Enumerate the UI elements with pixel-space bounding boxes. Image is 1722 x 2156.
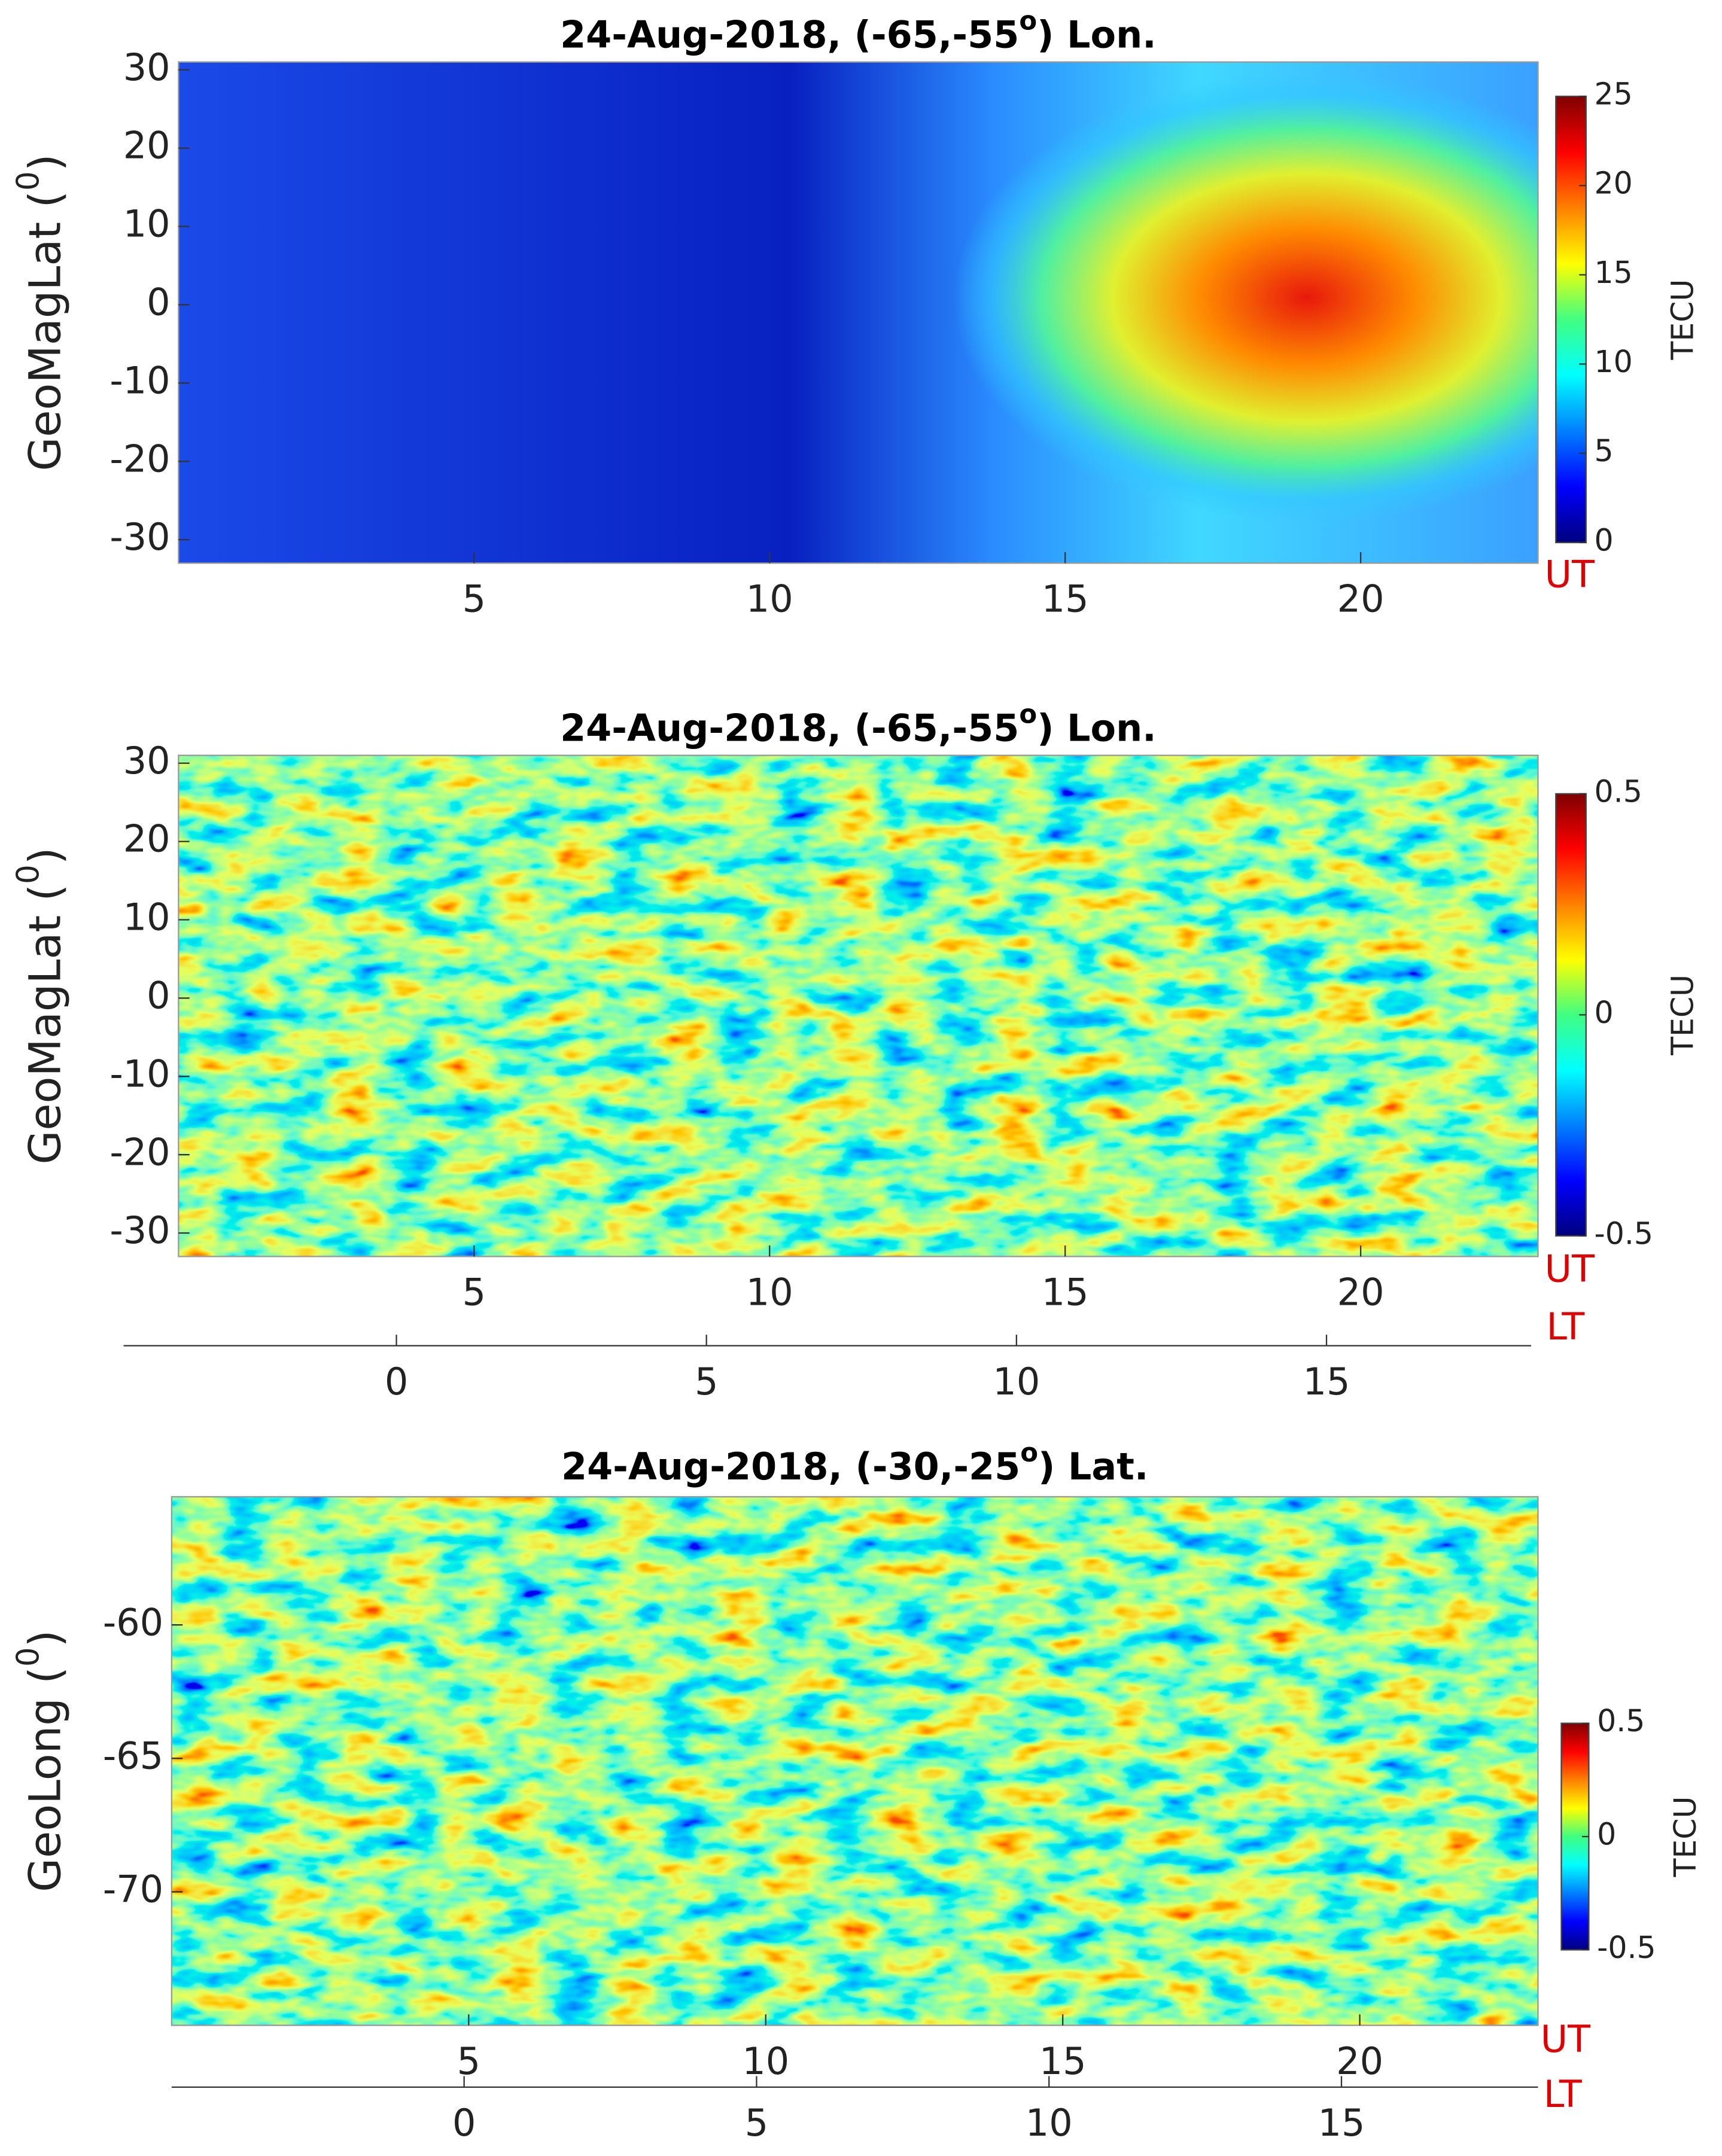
colorbar-tick-label: 0.5	[1595, 774, 1642, 809]
colorbar-label: TECU	[1665, 279, 1700, 361]
x-tick-label: 10	[742, 2039, 789, 2083]
lt-tick-label: 15	[1303, 1360, 1350, 1403]
y-tick-label: -10	[109, 1052, 170, 1095]
x-axis-label: UT	[1541, 2017, 1591, 2061]
colorbar-tick-label: 20	[1595, 166, 1633, 201]
y-tick-label: -60	[103, 1600, 163, 1644]
heatmap-field	[178, 755, 1538, 1257]
lt-axis-label: LT	[1546, 1305, 1585, 1348]
lt-tick-label: 10	[1026, 2101, 1073, 2145]
plot-frame	[178, 754, 1539, 1257]
colorbar-label: TECU	[1665, 975, 1700, 1056]
y-axis-label: GeoMagLat (0)	[10, 154, 71, 471]
colorbar-tick-label: 5	[1595, 433, 1614, 468]
y-tick-label: 20	[123, 124, 171, 168]
chart-title-part: ) Lon.	[1037, 706, 1157, 750]
y-axis-label-part: 0	[10, 171, 46, 191]
y-tick-label: -30	[109, 1208, 170, 1252]
y-tick-label: 0	[147, 280, 170, 324]
y-axis-label: GeoMagLat (0)	[10, 847, 71, 1164]
y-axis-label-part: )	[20, 1630, 71, 1648]
chart-title-part: 24-Aug-2018, (-65,-55	[560, 13, 1019, 56]
chart-title-part: o	[1019, 6, 1037, 36]
plot-frame	[178, 61, 1539, 564]
y-tick-label: -30	[109, 515, 170, 559]
y-tick-label: 10	[123, 896, 171, 939]
colorbar-tick-label: 0	[1595, 995, 1614, 1030]
y-axis-label-part: )	[20, 847, 71, 864]
x-tick-label: 20	[1337, 1271, 1385, 1314]
x-tick-label: 10	[746, 577, 793, 621]
lt-tick-label: 0	[385, 1360, 408, 1403]
y-tick-label: 10	[123, 202, 171, 246]
y-tick-label: 20	[123, 817, 171, 861]
chart-title-part: o	[1019, 699, 1037, 729]
x-tick-label: 5	[463, 1271, 486, 1314]
x-tick-label: 20	[1336, 2039, 1383, 2083]
y-tick-label: -10	[109, 358, 170, 402]
heatmap	[171, 1496, 1538, 2026]
colorbar-tick-label: -0.5	[1595, 1216, 1654, 1251]
x-tick-label: 5	[457, 2039, 480, 2083]
y-axis-label-part: 0	[10, 864, 46, 884]
chart-title-part: 24-Aug-2018, (-65,-55	[560, 706, 1019, 750]
x-tick-label: 15	[1042, 577, 1089, 621]
lt-tick-label: 5	[695, 1360, 718, 1403]
colorbar-tick-label: 15	[1595, 255, 1633, 290]
heatmap-peak	[953, 72, 1538, 523]
y-tick-label: -20	[109, 1130, 170, 1174]
lt-tick-label: 10	[993, 1360, 1040, 1403]
heatmap	[178, 755, 1538, 1257]
x-axis-label: UT	[1545, 1247, 1595, 1291]
x-tick-label: 5	[463, 577, 486, 621]
lt-tick-label: 15	[1318, 2101, 1365, 2145]
plot-frame	[171, 1496, 1539, 2026]
lt-axis-label: LT	[1544, 2072, 1583, 2116]
x-tick-label: 15	[1042, 1271, 1089, 1314]
colorbar-tick-label: 0	[1595, 522, 1614, 558]
y-axis-label-part: GeoMagLat (	[20, 884, 71, 1165]
chart-title-part: ) Lon.	[1037, 13, 1157, 56]
x-axis-label: UT	[1545, 552, 1595, 596]
chart-title: 24-Aug-2018, (-65,-55o) Lon.	[560, 6, 1157, 57]
y-tick-label: -65	[103, 1734, 163, 1777]
chart-title-part: o	[1020, 1438, 1038, 1468]
chart-title: 24-Aug-2018, (-65,-55o) Lon.	[560, 699, 1157, 750]
x-tick-label: 20	[1337, 577, 1385, 621]
heatmap-field	[171, 1496, 1538, 2026]
y-tick-label: 0	[147, 973, 170, 1017]
y-axis-label-part: GeoMagLat (	[20, 191, 71, 471]
y-tick-label: 30	[123, 739, 171, 782]
y-axis-label-part: )	[20, 154, 71, 171]
lt-tick-label: 0	[452, 2101, 476, 2145]
colorbar-tick-label: 25	[1595, 77, 1633, 112]
lt-tick-label: 5	[745, 2101, 768, 2145]
chart-title: 24-Aug-2018, (-30,-25o) Lat.	[561, 1438, 1148, 1489]
colorbar	[1555, 95, 1587, 544]
colorbar-tick-label: 0.5	[1597, 1703, 1645, 1738]
y-tick-label: 30	[123, 45, 171, 89]
y-axis-label-part: GeoLong (	[20, 1667, 71, 1892]
y-tick-label: -70	[103, 1868, 163, 1911]
x-tick-label: 15	[1039, 2039, 1087, 2083]
colorbar-tick-label: 0	[1597, 1817, 1616, 1852]
y-axis-label: GeoLong (0)	[10, 1630, 71, 1892]
colorbar-label: TECU	[1668, 1796, 1703, 1878]
x-tick-label: 10	[746, 1271, 793, 1314]
chart-title-part: ) Lat.	[1038, 1445, 1148, 1488]
heatmap	[178, 62, 1538, 564]
chart-title-part: 24-Aug-2018, (-30,-25	[561, 1445, 1020, 1488]
colorbar-tick-label: -0.5	[1597, 1930, 1656, 1965]
colorbar-tick-label: 10	[1595, 344, 1633, 379]
y-tick-label: -20	[109, 437, 170, 480]
y-axis-label-part: 0	[10, 1647, 46, 1667]
